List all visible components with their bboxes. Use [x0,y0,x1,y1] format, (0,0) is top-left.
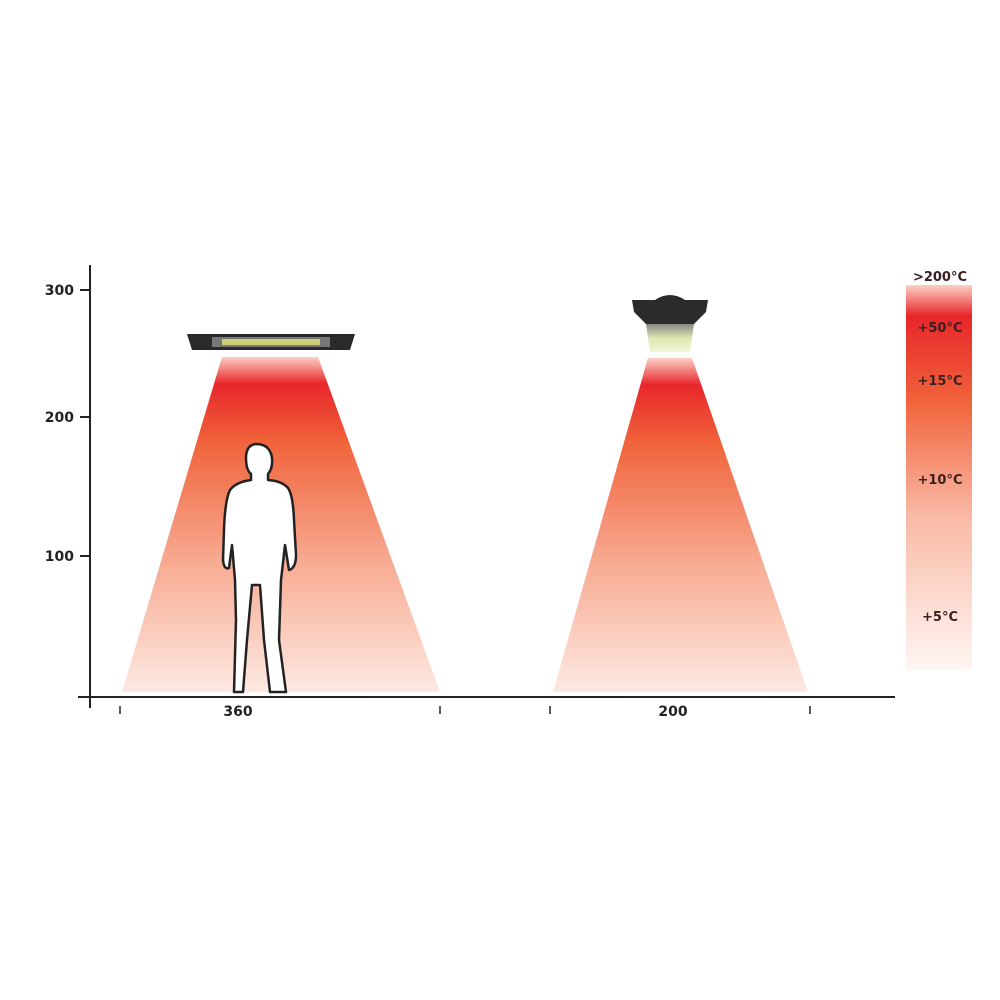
linear-heater-icon [187,334,355,350]
heat-beam-round [553,358,808,692]
person-silhouette-icon [221,442,298,694]
width-label-linear: 360 [223,704,252,720]
legend-label: +15°C [917,374,962,389]
width-label-round: 200 [658,704,687,720]
round-heater-icon [632,295,708,352]
legend-label: +50°C [917,321,962,336]
legend-label: +5°C [922,610,958,625]
temperature-legend-bar [906,285,972,670]
legend-label: >200°C [913,270,967,285]
y-tick-label: 200 [45,410,74,426]
y-tick-label: 300 [45,283,74,299]
legend-label: +10°C [917,473,962,488]
y-tick-label: 100 [45,549,74,565]
